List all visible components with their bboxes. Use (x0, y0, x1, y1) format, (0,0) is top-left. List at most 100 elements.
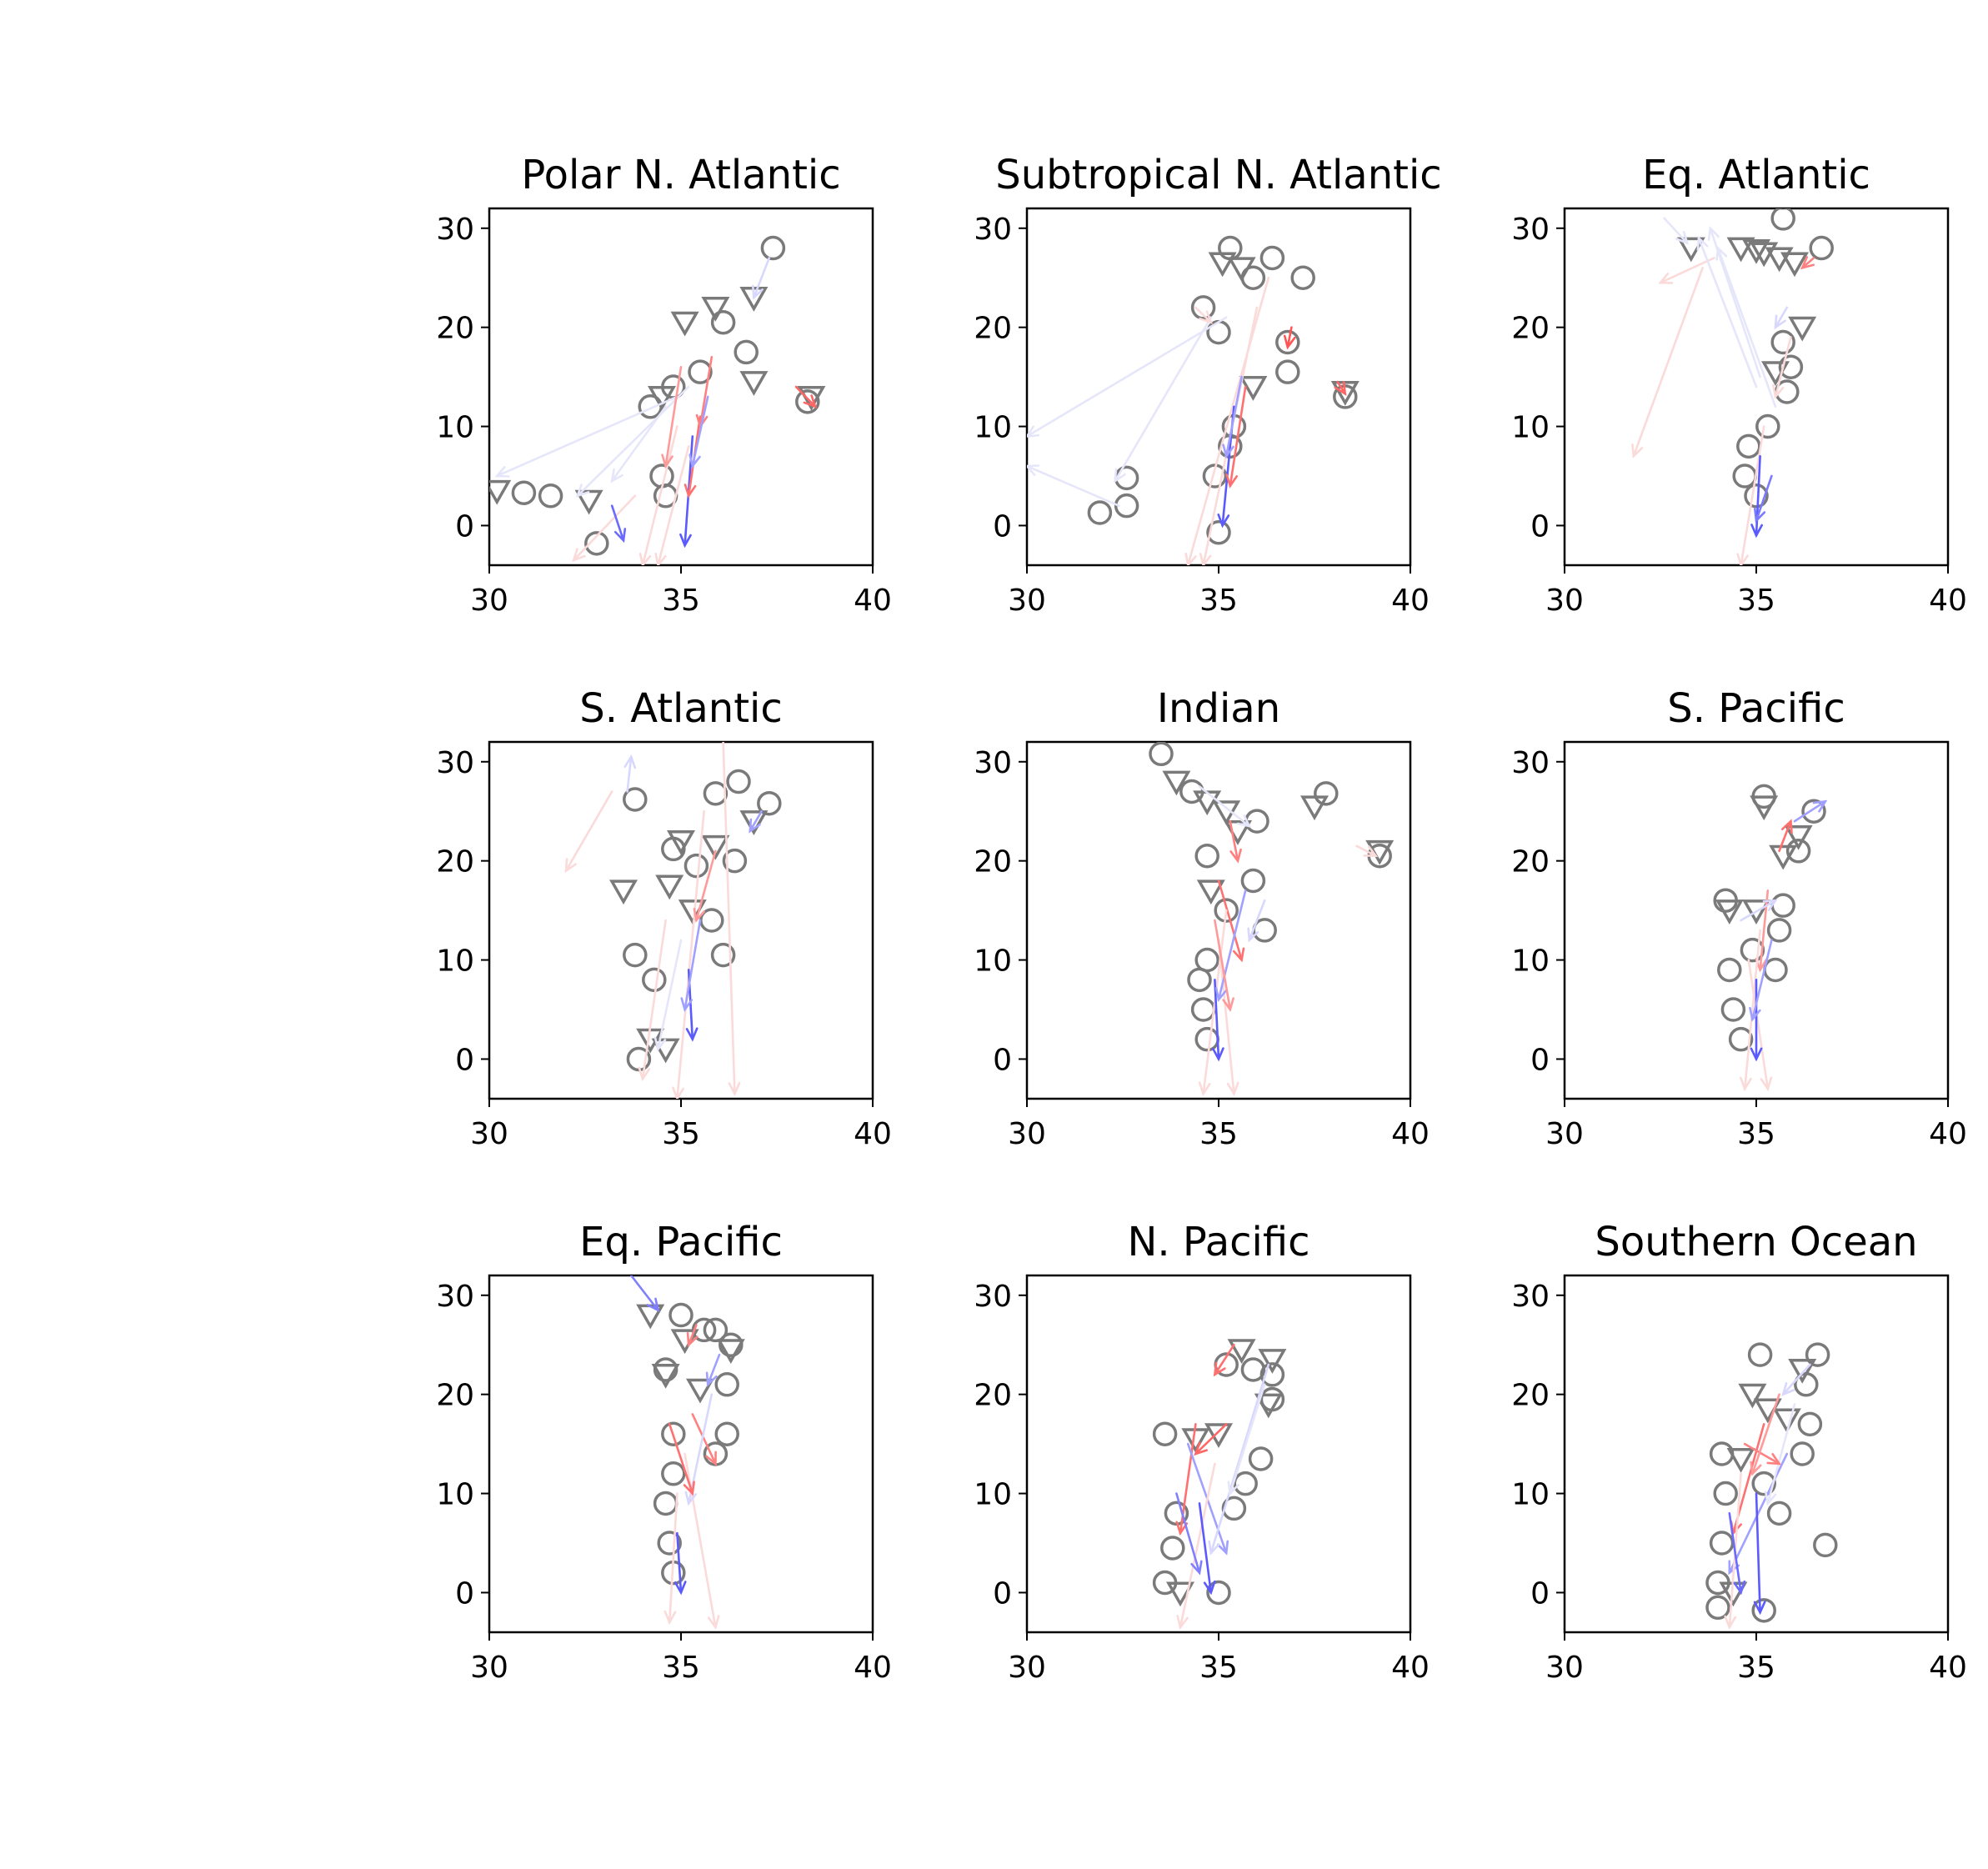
circle-marker (642, 967, 667, 993)
panel-title: Polar N. Atlantic (521, 152, 840, 198)
panel-title: Indian (1157, 685, 1280, 732)
x-tick-label: 30 (470, 1117, 508, 1151)
x-tick-label: 40 (1929, 1651, 1967, 1685)
y-tick-label: 10 (1511, 1478, 1550, 1512)
x-tick-label: 40 (854, 584, 892, 618)
circle-marker (1149, 742, 1174, 767)
y-tick-label: 0 (993, 1576, 1012, 1611)
vector-arrow (1229, 819, 1242, 864)
circle-marker (1813, 1532, 1838, 1558)
circle-marker (1740, 937, 1765, 963)
vector-arrow (610, 405, 667, 484)
y-tick-label: 10 (974, 411, 1012, 445)
panel-subtropical-n-atlantic: Subtropical N. Atlantic 30 35 40 0 10 20 30 (974, 152, 1442, 618)
triangle-marker (1204, 1423, 1234, 1449)
vector-arrow (674, 1531, 687, 1596)
vector-arrow (1213, 1343, 1235, 1377)
panel-title: Eq. Atlantic (1642, 152, 1870, 198)
triangle-marker (1254, 1393, 1283, 1419)
circle-marker (1160, 1536, 1185, 1561)
circle-marker (1755, 413, 1780, 439)
triangle-marker (1741, 899, 1771, 924)
vector-arrow (575, 385, 690, 498)
circle-marker (795, 389, 820, 414)
circle-marker (1087, 500, 1113, 525)
panel-title: Subtropical N. Atlantic (995, 152, 1441, 198)
x-tick-label: 35 (1199, 584, 1238, 618)
y-tick-label: 0 (993, 1043, 1012, 1077)
circle-marker (1259, 1362, 1285, 1387)
vector-arrow (664, 1492, 679, 1626)
triangle-marker (1769, 844, 1798, 870)
y-tick-label: 30 (436, 746, 474, 780)
vector-arrow (1355, 844, 1379, 858)
triangle-marker (655, 874, 684, 900)
vector-arrow (1754, 474, 1773, 524)
x-tick-label: 30 (1545, 1117, 1584, 1151)
vector-arrow (1715, 245, 1777, 408)
circle-marker (734, 339, 759, 365)
circle-marker (1314, 781, 1339, 806)
vector-arrow (1247, 899, 1266, 943)
triangle-marker (1780, 252, 1810, 278)
y-tick-label: 30 (1511, 213, 1550, 247)
x-tick-label: 40 (1391, 1117, 1430, 1151)
triangle-marker (1239, 376, 1268, 401)
panel-southern-ocean: Southern Ocean 30 35 40 0 10 20 30 (1511, 1219, 1967, 1685)
circle-marker (638, 394, 663, 419)
panel-polar-n-atlantic: Polar N. Atlantic 30 35 40 0 10 20 30 (436, 152, 892, 618)
plot-marks (489, 235, 826, 565)
x-tick-label: 30 (1008, 1117, 1046, 1151)
triangle-marker (1784, 824, 1813, 850)
circle-marker (1766, 918, 1792, 943)
circle-marker (1770, 208, 1795, 231)
x-tick-label: 35 (1737, 1117, 1775, 1151)
y-tick-label: 30 (974, 213, 1012, 247)
circle-marker (688, 359, 713, 384)
vector-arrow (1222, 375, 1243, 459)
circle-marker (669, 1302, 694, 1328)
panel-title: N. Pacific (1128, 1219, 1310, 1265)
panel-title: Southern Ocean (1595, 1219, 1917, 1265)
circle-marker (1747, 1342, 1773, 1367)
circle-marker (1728, 1026, 1754, 1052)
y-tick-label: 10 (436, 1478, 474, 1512)
x-tick-label: 35 (662, 1117, 700, 1151)
triangle-marker (1299, 795, 1330, 821)
circle-marker (1785, 839, 1811, 864)
x-tick-label: 35 (1199, 1651, 1238, 1685)
vector-arrow (1728, 1452, 1789, 1576)
x-tick-label: 40 (854, 1117, 892, 1151)
circle-marker (1194, 843, 1219, 869)
plot-marks (1027, 235, 1360, 565)
plot-marks (1149, 742, 1395, 1097)
circle-marker (1744, 484, 1769, 509)
vector-arrow (1728, 1512, 1746, 1596)
triangle-marker (1330, 380, 1360, 406)
x-tick-label: 30 (470, 1651, 508, 1685)
vector-arrow (1194, 1423, 1228, 1456)
y-tick-label: 10 (1511, 411, 1550, 445)
x-tick-label: 35 (662, 584, 700, 618)
vector-arrow (1707, 225, 1761, 378)
y-tick-label: 30 (974, 1280, 1012, 1314)
circle-marker (1275, 359, 1300, 384)
vector-arrow (794, 385, 818, 408)
circle-marker (661, 1421, 686, 1446)
y-tick-label: 0 (455, 509, 474, 544)
circle-marker (1713, 1481, 1738, 1506)
triangle-marker (608, 879, 638, 905)
y-tick-label: 0 (455, 1043, 474, 1077)
plot-marks (629, 1275, 745, 1630)
y-tick-label: 20 (1511, 312, 1550, 346)
vector-arrow (638, 919, 667, 1082)
plot-area (488, 1274, 874, 1634)
triangle-marker (701, 296, 730, 322)
x-tick-label: 40 (1391, 1651, 1430, 1685)
vector-arrow (1750, 454, 1763, 539)
x-tick-label: 35 (1737, 584, 1775, 618)
triangle-marker (1726, 1447, 1755, 1473)
y-tick-label: 30 (436, 1280, 474, 1314)
triangle-marker (670, 311, 699, 337)
